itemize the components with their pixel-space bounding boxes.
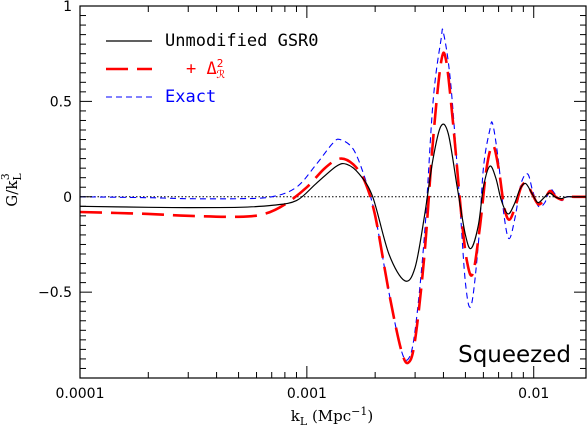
y-tick-label: 0.5 [50,94,72,110]
legend: Unmodified GSR0 + Δ2 ℛ Exact [106,31,319,107]
x-tick-label: 0.01 [518,386,549,402]
series-lines [79,28,586,365]
plot-frame [79,5,587,379]
y-tick-label: 1 [63,0,72,15]
y-axis-ticks: 1 0.5 0 −0.5 [38,0,586,379]
legend-label-0: Unmodified GSR0 [165,31,319,51]
panel-label: Squeezed [458,342,571,368]
y-tick-label: −0.5 [38,285,72,301]
series-line-2 [79,28,586,361]
legend-label-1: + Δ2 ℛ [186,57,225,81]
series-line-0 [79,123,586,282]
legend-label-2: Exact [165,87,216,107]
x-axis-ticks: 0.0001 0.001 0.01 [56,6,549,402]
x-tick-label: 0.0001 [56,386,105,402]
y-tick-label: 0 [63,190,72,206]
y-axis-title: G/kL3 [0,173,24,207]
x-tick-label: 0.001 [287,386,327,402]
x-axis-title: kL (Mpc−1) [291,405,373,428]
series-line-1 [79,51,586,365]
